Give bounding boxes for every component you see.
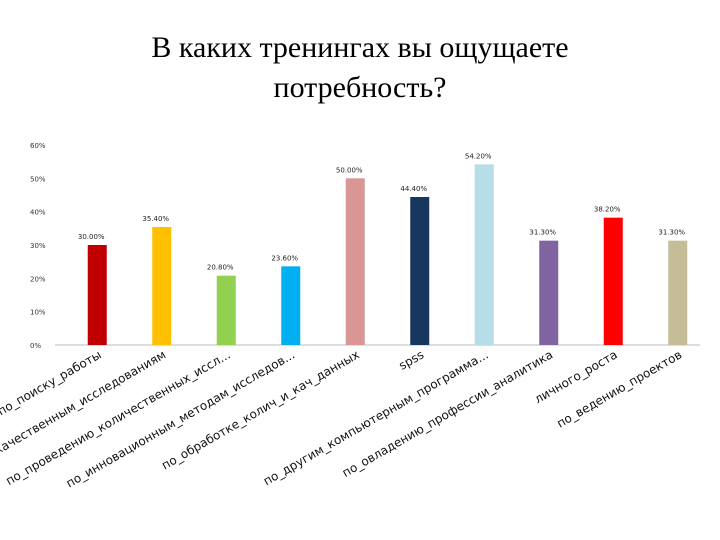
bar — [216, 275, 236, 345]
title-line-2: потребность? — [273, 71, 447, 104]
data-label: 31.30% — [658, 229, 685, 237]
bar — [539, 240, 559, 345]
data-label: 31.30% — [529, 229, 556, 237]
category-label: по_ведению_проектов — [554, 347, 684, 430]
page-title: В каких тренингах вы ощущаете потребност… — [0, 28, 720, 108]
data-label: 35.40% — [142, 215, 169, 223]
data-label: 44.40% — [400, 185, 427, 193]
data-label: 54.20% — [465, 152, 492, 160]
y-tick-label: 40% — [30, 209, 46, 217]
bar — [410, 197, 430, 345]
y-axis-ticks: 0% 10% 20% 30% 40% 50% 60% — [30, 142, 46, 350]
data-label: 38.20% — [594, 206, 621, 214]
title-line-1: В каких тренингах вы ощущаете — [151, 31, 569, 64]
y-tick-label: 0% — [30, 342, 41, 350]
y-tick-label: 50% — [30, 175, 46, 183]
bar — [345, 178, 365, 345]
bars-group — [87, 164, 688, 345]
y-tick-label: 20% — [30, 275, 46, 283]
data-label: 20.80% — [207, 264, 234, 272]
data-labels-group: 30.00% 35.40% 20.80% 23.60% 50.00% 44.40% 54.2… — [78, 152, 686, 271]
bar — [603, 217, 623, 345]
y-tick-label: 30% — [30, 242, 46, 250]
category-label: по_другим_компьютерным_программа... — [261, 347, 491, 488]
data-label: 50.00% — [336, 166, 363, 174]
y-tick-label: 60% — [30, 142, 46, 150]
bar — [668, 240, 688, 345]
bar — [474, 164, 494, 345]
y-tick-label: 10% — [30, 309, 46, 317]
category-label: spss — [396, 347, 426, 372]
category-labels-group: по_поиску_работыпо_качественным_исследов… — [0, 347, 684, 490]
bar — [281, 266, 301, 345]
bar — [152, 227, 172, 345]
data-label: 23.60% — [271, 254, 298, 262]
category-label: по_инновационным_методам_исследов... — [64, 347, 298, 490]
bar — [87, 245, 107, 345]
data-label: 30.00% — [78, 233, 105, 241]
category-label: по_поиску_работы — [0, 347, 104, 418]
